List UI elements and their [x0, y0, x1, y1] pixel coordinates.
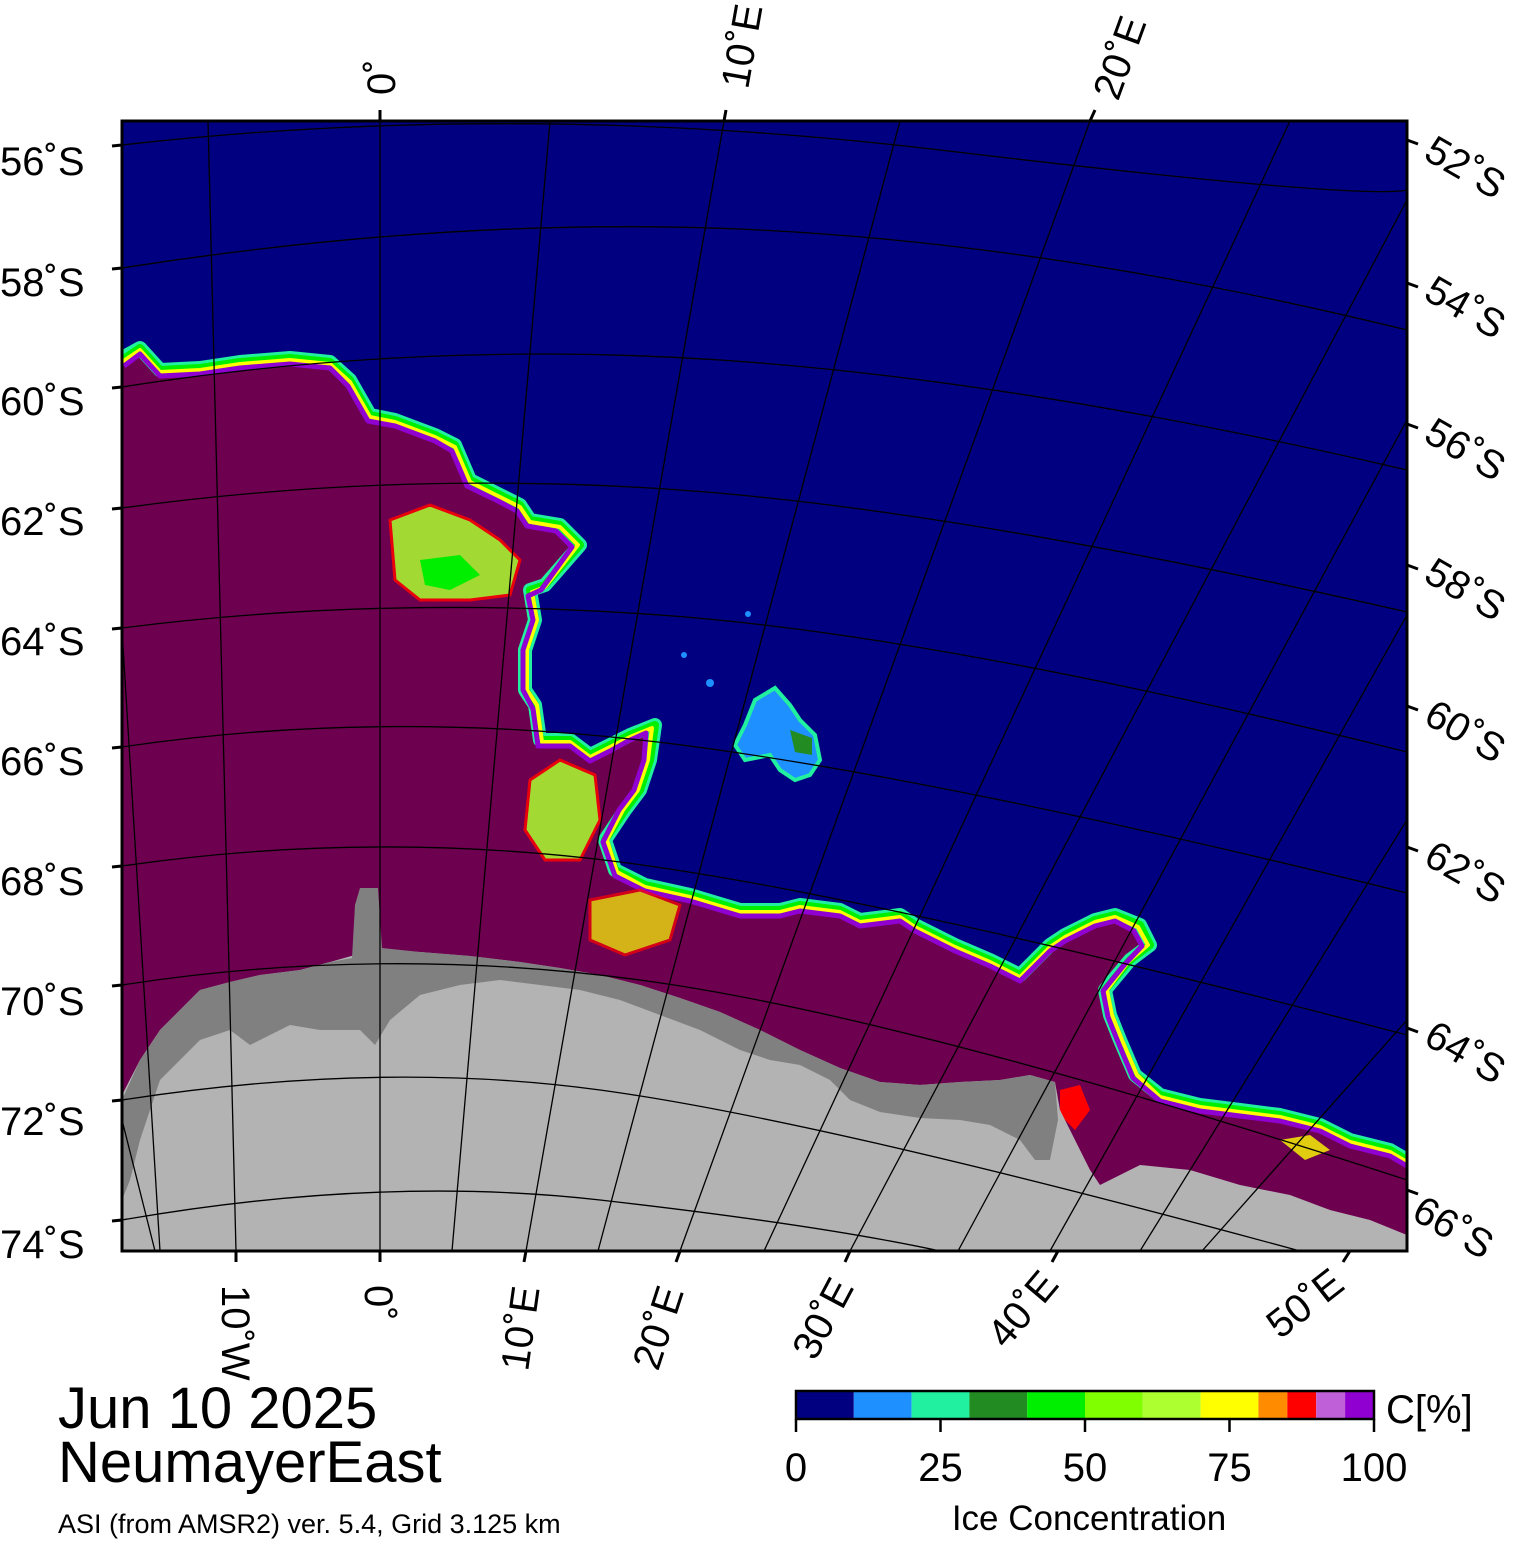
top-lon-label-20e: 20˚E [1085, 11, 1155, 105]
right-lat-label-66s: 66˚S [1406, 1188, 1501, 1268]
right-lat-label-64s: 64˚S [1418, 1013, 1513, 1093]
map-plot-area [122, 121, 1407, 1251]
map-frame [120, 119, 1409, 1253]
colorbar-segment [1345, 1391, 1374, 1419]
left-lat-label-74s: 74˚S [0, 1223, 85, 1267]
right-lat-label-60s: 60˚S [1418, 692, 1513, 772]
map-region-name: NeumayerEast [58, 1430, 442, 1495]
colorbar-segment [1258, 1391, 1288, 1419]
colorbar [796, 1391, 1374, 1419]
bottom-lon-label-40e: 40˚E [979, 1263, 1067, 1356]
colorbar-segment [969, 1391, 1028, 1419]
colorbar-ticks [794, 1419, 1376, 1432]
left-lat-label-70s: 70˚S [0, 980, 85, 1024]
left-lat-label-56s: 56˚S [0, 140, 85, 184]
colorbar-segment [796, 1391, 854, 1419]
ice-shelf [122, 888, 1058, 1200]
axis-ticks [111, 109, 1419, 1263]
right-lat-label-62s: 62˚S [1418, 833, 1513, 913]
colorbar-segment [911, 1391, 970, 1419]
colorbar-tick-0: 0 [785, 1446, 807, 1490]
right-lat-label-58s: 58˚S [1418, 550, 1513, 630]
bottom-lon-label-0: 0˚ [356, 1285, 400, 1321]
colorbar-segment [1316, 1391, 1346, 1419]
data-source-note: ASI (from AMSR2) ver. 5.4, Grid 3.125 km [58, 1509, 561, 1539]
top-lon-label-10e: 10˚E [714, 1, 772, 92]
colorbar-tick-50: 50 [1063, 1446, 1108, 1490]
colorbar-tick-25: 25 [918, 1446, 963, 1490]
colorbar-segment [853, 1391, 912, 1419]
bottom-lon-label-20e: 20˚E [625, 1281, 693, 1375]
antarctic-land [122, 950, 1407, 1251]
longitude-gridlines [122, 121, 1407, 1251]
colorbar-title: Ice Concentration [952, 1499, 1226, 1538]
colorbar-segment [1200, 1391, 1259, 1419]
bottom-lon-label-10e: 10˚E [493, 1283, 548, 1373]
left-lat-label-68s: 68˚S [0, 860, 85, 904]
marginal-ice-zone [122, 341, 1407, 1169]
bottom-lon-label-10w: 10˚W [213, 1285, 257, 1381]
left-lat-label-62s: 62˚S [0, 500, 85, 544]
left-lat-label-60s: 60˚S [0, 380, 85, 424]
colorbar-tick-75: 75 [1207, 1446, 1252, 1490]
isolated-ice-patch [732, 685, 823, 783]
right-lat-label-52s: 52˚S [1418, 128, 1513, 208]
left-lat-label-72s: 72˚S [0, 1100, 85, 1144]
colorbar-unit-label: C[%] [1386, 1388, 1473, 1432]
left-lat-label-66s: 66˚S [0, 740, 85, 784]
left-lat-label-64s: 64˚S [0, 620, 85, 664]
colorbar-tick-100: 100 [1341, 1446, 1408, 1490]
map-date: Jun 10 2025 [58, 1376, 378, 1441]
colorbar-segment [1287, 1391, 1317, 1419]
top-lon-label-0: 0˚ [360, 59, 404, 95]
colorbar-segment [1027, 1391, 1085, 1419]
colorbar-segment [1142, 1391, 1201, 1419]
latitude-gridlines [122, 123, 1407, 1251]
right-lat-label-54s: 54˚S [1418, 268, 1513, 348]
right-lat-label-56s: 56˚S [1418, 410, 1513, 490]
colorbar-segment [1085, 1391, 1143, 1419]
bottom-lon-label-50e: 50˚E [1258, 1260, 1352, 1347]
bottom-lon-label-30e: 30˚E [784, 1271, 863, 1366]
left-lat-label-58s: 58˚S [0, 261, 85, 305]
